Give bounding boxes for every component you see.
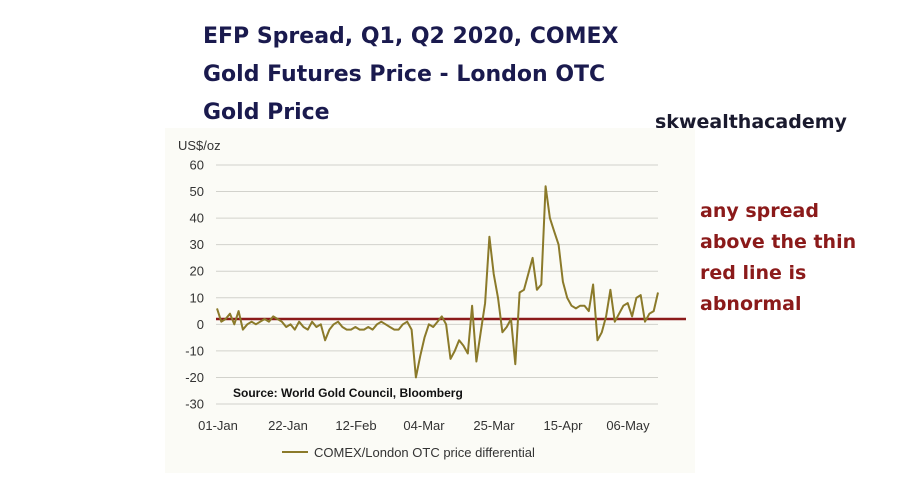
title-line-3: Gold Price xyxy=(203,100,330,125)
x-tick-label: 01-Jan xyxy=(198,418,238,433)
y-tick-label: 50 xyxy=(190,184,204,199)
x-tick-label: 06-May xyxy=(606,418,650,433)
x-tick-label: 04-Mar xyxy=(403,418,445,433)
x-tick-label: 22-Jan xyxy=(268,418,308,433)
grid xyxy=(216,164,658,405)
y-tick-label: 10 xyxy=(190,290,204,305)
x-tick-label: 15-Apr xyxy=(543,418,583,433)
source-note: Source: World Gold Council, Bloomberg xyxy=(233,386,463,400)
title-line-1: EFP Spread, Q1, Q2 2020, COMEX xyxy=(203,24,619,49)
y-tick-label: -20 xyxy=(185,370,204,385)
x-tick-label: 25-Mar xyxy=(473,418,515,433)
y-tick-label: 30 xyxy=(190,237,204,252)
y-tick-label: -30 xyxy=(185,397,204,412)
title-line-2: Gold Futures Price - London OTC xyxy=(203,62,606,87)
legend-label: COMEX/London OTC price differential xyxy=(314,445,535,460)
y-tick-label: 20 xyxy=(190,264,204,279)
annotation-note: any spread above the thin red line is ab… xyxy=(700,196,895,320)
y-tick-labels: 60 50 40 30 20 10 0 -10 -20 -30 xyxy=(185,158,204,412)
note-line-4: abnormal xyxy=(700,293,802,315)
y-tick-label: 60 xyxy=(190,158,204,173)
y-tick-label: -10 xyxy=(185,343,204,358)
note-line-1: any spread xyxy=(700,200,819,222)
x-tick-label: 12-Feb xyxy=(335,418,376,433)
series-line xyxy=(216,185,659,379)
chart-title: EFP Spread, Q1, Q2 2020, COMEX Gold Futu… xyxy=(203,18,723,132)
x-tick-labels: 01-Jan 22-Jan 12-Feb 04-Mar 25-Mar 15-Apr 06-M… xyxy=(198,418,650,433)
chart-panel xyxy=(165,128,695,473)
brand-label: skwealthacademy xyxy=(655,111,847,133)
note-line-3: red line is xyxy=(700,262,807,284)
y-axis-unit-label: US$/oz xyxy=(178,138,221,153)
note-line-2: above the thin xyxy=(700,231,857,253)
y-tick-label: 0 xyxy=(197,317,204,332)
y-tick-label: 40 xyxy=(190,211,204,226)
